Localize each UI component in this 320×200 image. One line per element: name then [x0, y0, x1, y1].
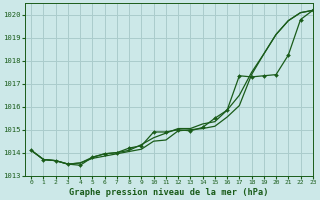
- X-axis label: Graphe pression niveau de la mer (hPa): Graphe pression niveau de la mer (hPa): [69, 188, 269, 197]
